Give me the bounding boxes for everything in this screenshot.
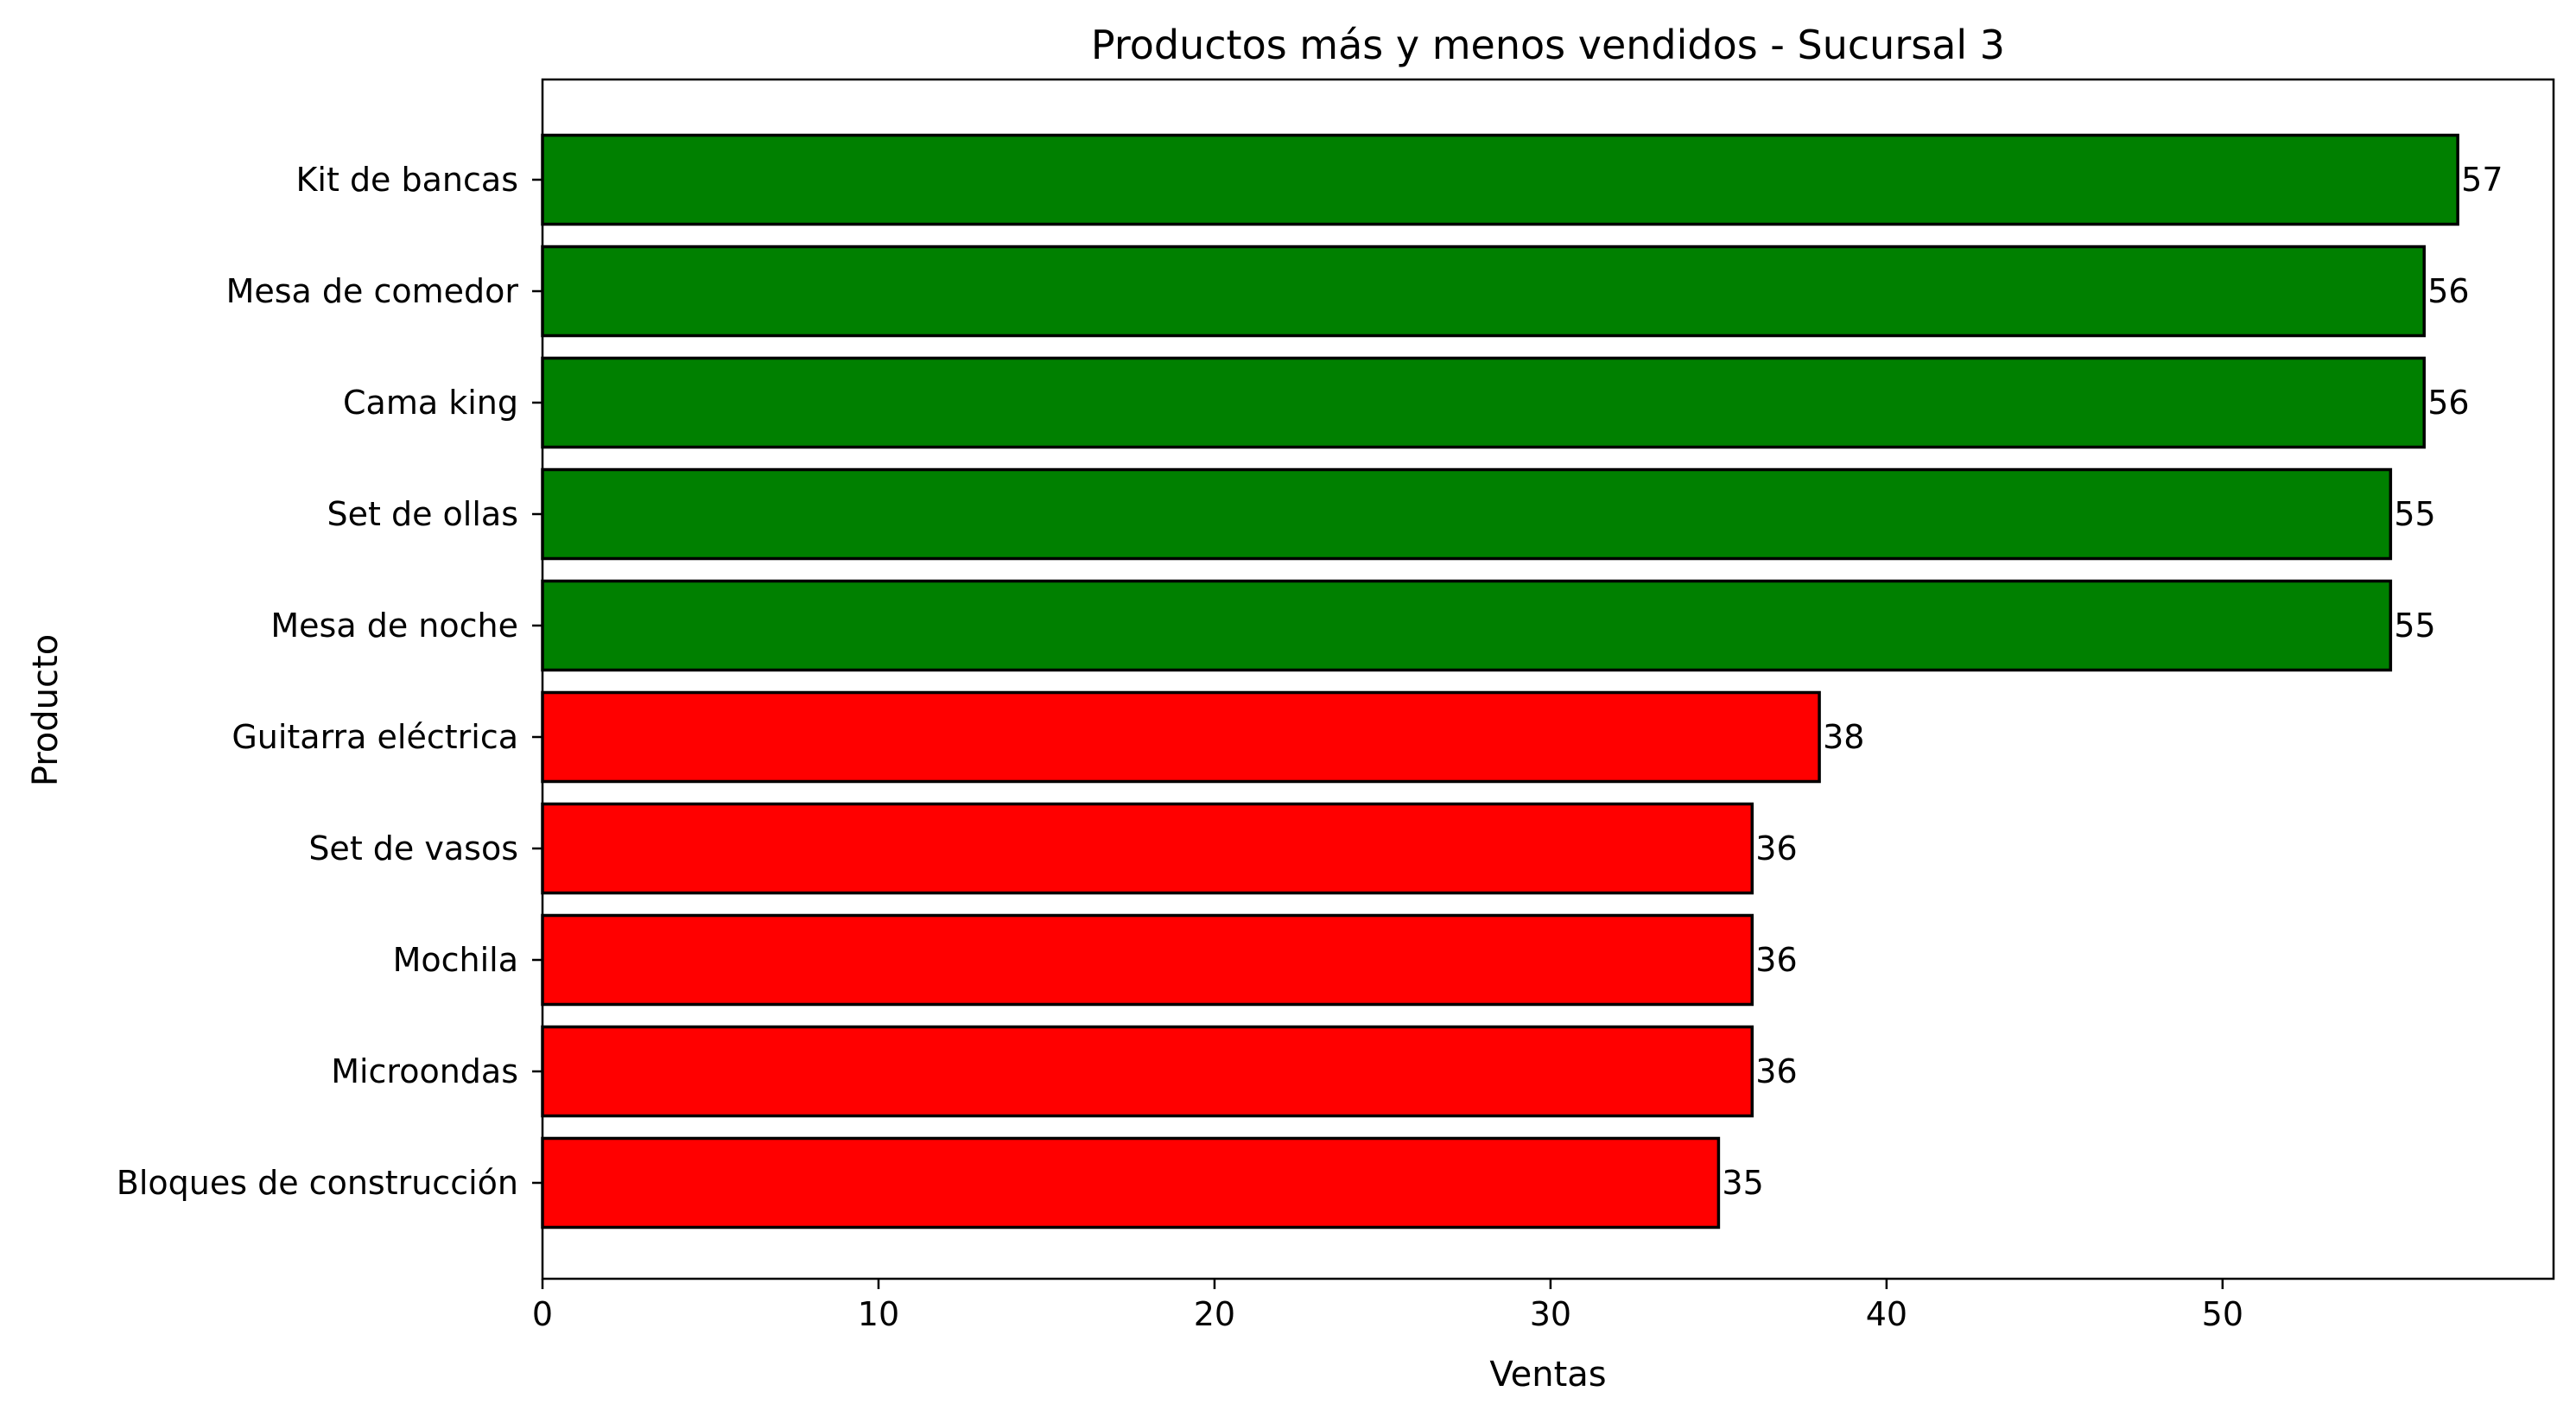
data-label: 38 — [1823, 718, 1864, 756]
x-tick-label: 50 — [2202, 1295, 2243, 1333]
y-tick-label: Microondas — [331, 1052, 518, 1090]
bar — [541, 802, 1754, 895]
plot-frame — [541, 78, 2555, 1280]
data-label: 36 — [1755, 941, 1797, 979]
y-tick-label: Mesa de noche — [270, 607, 518, 645]
y-axis-ticks: Kit de bancas Mesa de comedor Cama king Set… — [117, 161, 542, 1202]
y-tick-label: Mesa de comedor — [226, 272, 519, 310]
bar — [541, 913, 1754, 1007]
x-tick-label: 0 — [532, 1295, 553, 1333]
bar — [541, 1136, 1721, 1230]
y-tick-label: Set de vasos — [308, 829, 518, 867]
bar — [541, 133, 2459, 226]
data-label: 57 — [2461, 161, 2503, 199]
bars-layer: 57 56 56 55 55 38 36 36 36 35 — [541, 133, 2503, 1230]
x-tick-label: 10 — [858, 1295, 899, 1333]
data-label: 56 — [2427, 384, 2469, 422]
x-axis-label: Ventas — [1489, 1355, 1606, 1395]
bar — [541, 245, 2426, 338]
data-label: 55 — [2394, 495, 2435, 533]
data-label: 55 — [2394, 607, 2435, 645]
x-tick-label: 30 — [1530, 1295, 1571, 1333]
y-axis-label: Producto — [26, 634, 66, 786]
x-axis-ticks: 0 10 20 30 40 50 — [532, 1279, 2243, 1333]
bar — [541, 467, 2393, 561]
chart-title: Productos más y menos vendidos - Sucursa… — [1091, 22, 2005, 68]
bar — [541, 579, 2393, 672]
bar — [541, 356, 2426, 449]
data-label: 36 — [1755, 829, 1797, 867]
bar — [541, 1025, 1754, 1118]
y-tick-label: Set de ollas — [327, 495, 518, 533]
y-tick-label: Kit de bancas — [295, 161, 518, 199]
data-label: 35 — [1722, 1164, 1763, 1202]
y-tick-label: Mochila — [393, 941, 518, 979]
data-label: 56 — [2427, 272, 2469, 310]
y-tick-label: Bloques de construcción — [117, 1164, 518, 1202]
x-tick-label: 40 — [1866, 1295, 1907, 1333]
bar — [541, 690, 1821, 784]
y-tick-label: Guitarra eléctrica — [232, 718, 518, 756]
y-tick-label: Cama king — [343, 384, 518, 422]
data-label: 36 — [1755, 1052, 1797, 1090]
x-tick-label: 20 — [1194, 1295, 1235, 1333]
